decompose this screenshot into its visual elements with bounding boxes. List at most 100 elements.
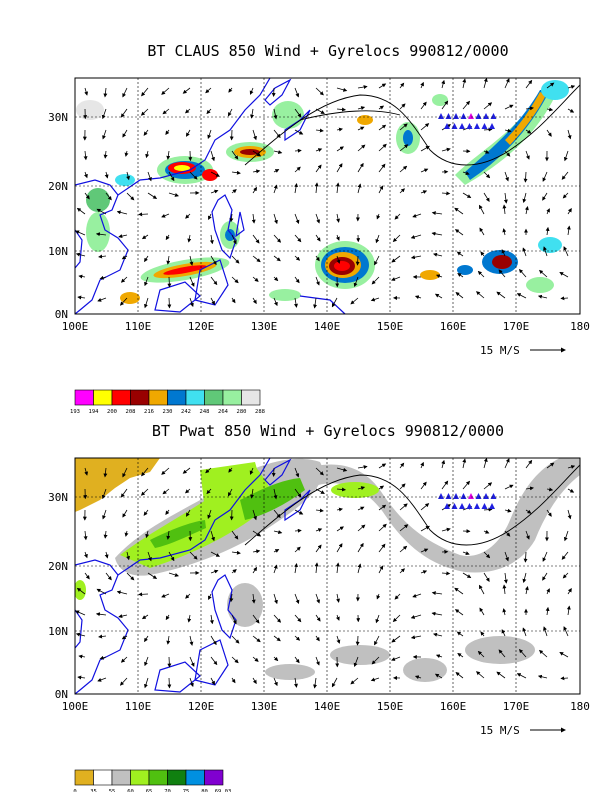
wind-arrow bbox=[315, 593, 320, 604]
wind-arrow bbox=[75, 230, 86, 236]
lon-label: 150E bbox=[377, 320, 404, 333]
wind-arrow bbox=[357, 486, 366, 491]
wind-arrow bbox=[357, 563, 362, 574]
wind-arrow bbox=[483, 149, 490, 154]
wind-arrow bbox=[502, 204, 507, 215]
wind-arrow bbox=[99, 275, 107, 280]
wind-arrow bbox=[563, 626, 569, 637]
wind-arrow bbox=[567, 509, 572, 520]
wind-arrow bbox=[210, 569, 219, 574]
wind-arrow bbox=[543, 246, 548, 257]
legend-label: 0 bbox=[73, 789, 76, 792]
legend-swatch bbox=[185, 389, 205, 406]
wind-arrow bbox=[294, 656, 300, 664]
gyre-triangle bbox=[460, 113, 467, 119]
wind-arrow bbox=[273, 677, 278, 687]
wind-arrow bbox=[477, 650, 485, 658]
wind-arrow bbox=[314, 182, 319, 194]
wind-arrow bbox=[102, 129, 107, 140]
wind-arrow bbox=[394, 213, 401, 220]
legend-label: 35 bbox=[90, 789, 97, 792]
wind-arrow bbox=[228, 488, 233, 497]
wind-arrow bbox=[231, 189, 237, 194]
wind-arrow bbox=[563, 530, 569, 542]
wind-arrow bbox=[441, 571, 451, 576]
lon-label: 140E bbox=[314, 700, 341, 713]
wind-arrow bbox=[144, 276, 149, 287]
wind-arrow bbox=[431, 211, 443, 216]
wind-arrow bbox=[209, 234, 214, 245]
wind-arrow bbox=[75, 252, 86, 257]
wind-arrow bbox=[376, 593, 381, 600]
wind-arrow bbox=[399, 503, 408, 511]
legend-label: 55 bbox=[109, 789, 116, 792]
wind-arrow bbox=[504, 150, 511, 157]
wind-arrow bbox=[412, 593, 422, 598]
wind-arrow bbox=[144, 677, 149, 689]
wind-arrow bbox=[483, 171, 491, 179]
lon-label: 180 bbox=[570, 700, 590, 713]
gyre-triangle bbox=[459, 503, 465, 509]
wind-arrow bbox=[122, 87, 128, 98]
gyre-triangle bbox=[474, 503, 480, 509]
wind-arrow bbox=[104, 551, 109, 559]
wind-arrow bbox=[315, 213, 320, 224]
wind-arrow bbox=[376, 213, 381, 220]
legend-label: 69.03 bbox=[215, 789, 232, 792]
wind-arrow bbox=[252, 255, 261, 263]
wind-arrow bbox=[147, 572, 158, 579]
gyre-triangle bbox=[481, 123, 488, 129]
wind-arrow bbox=[252, 150, 262, 157]
wind-arrow bbox=[566, 605, 571, 616]
wind-arrow bbox=[138, 592, 149, 597]
wind-arrow bbox=[147, 551, 152, 562]
wind-arrow bbox=[95, 612, 107, 617]
wind-arrow bbox=[336, 467, 348, 472]
wind-arrow bbox=[210, 276, 218, 286]
wind-arrow bbox=[294, 546, 301, 553]
wind-arrow bbox=[546, 208, 550, 215]
wind-arrow bbox=[355, 255, 360, 266]
wind-arrow bbox=[168, 551, 175, 562]
wind-arrow bbox=[559, 652, 569, 658]
gyre-triangle bbox=[466, 503, 473, 509]
wind-arrow bbox=[392, 614, 401, 623]
wind-arrow bbox=[189, 171, 198, 180]
gyre-triangle bbox=[466, 123, 473, 129]
lon-label: 140E bbox=[314, 320, 341, 333]
legend-label: 200 bbox=[107, 409, 117, 415]
wind-arrow bbox=[391, 656, 401, 661]
wind-arrow bbox=[231, 614, 237, 625]
wind-arrow bbox=[433, 632, 443, 637]
wind-arrow bbox=[294, 563, 299, 574]
wind-arrow bbox=[273, 549, 280, 553]
wind-arrow bbox=[315, 234, 321, 242]
coastlines bbox=[75, 78, 346, 314]
wind-arrow bbox=[545, 226, 550, 236]
legend-swatch bbox=[130, 389, 150, 406]
wind-arrow bbox=[546, 487, 554, 492]
wind-vectors bbox=[75, 458, 576, 689]
wind-arrow bbox=[166, 255, 171, 265]
gyre-triangle bbox=[451, 123, 458, 129]
legend-swatch bbox=[74, 389, 94, 406]
wind-arrow bbox=[559, 272, 569, 278]
lon-label: 110E bbox=[125, 320, 152, 333]
wind-arrow bbox=[252, 566, 258, 574]
wind-arrow bbox=[420, 503, 430, 511]
wind-arrow bbox=[546, 462, 555, 469]
wind-arrow bbox=[374, 255, 380, 266]
wind-arrow bbox=[124, 150, 129, 157]
wind-arrow bbox=[162, 108, 170, 115]
wind-arrow bbox=[435, 654, 443, 659]
wind-arrow bbox=[336, 213, 341, 223]
wind-arrow bbox=[126, 572, 135, 581]
legend-swatch bbox=[148, 769, 168, 786]
lon-label: 170E bbox=[503, 700, 530, 713]
wind-arrow bbox=[525, 459, 533, 469]
wind-arrow bbox=[231, 297, 236, 304]
wind-arrow bbox=[462, 78, 467, 89]
wind-arrow bbox=[524, 206, 529, 215]
wind-arrow bbox=[504, 128, 512, 133]
wind-arrow bbox=[315, 544, 322, 553]
